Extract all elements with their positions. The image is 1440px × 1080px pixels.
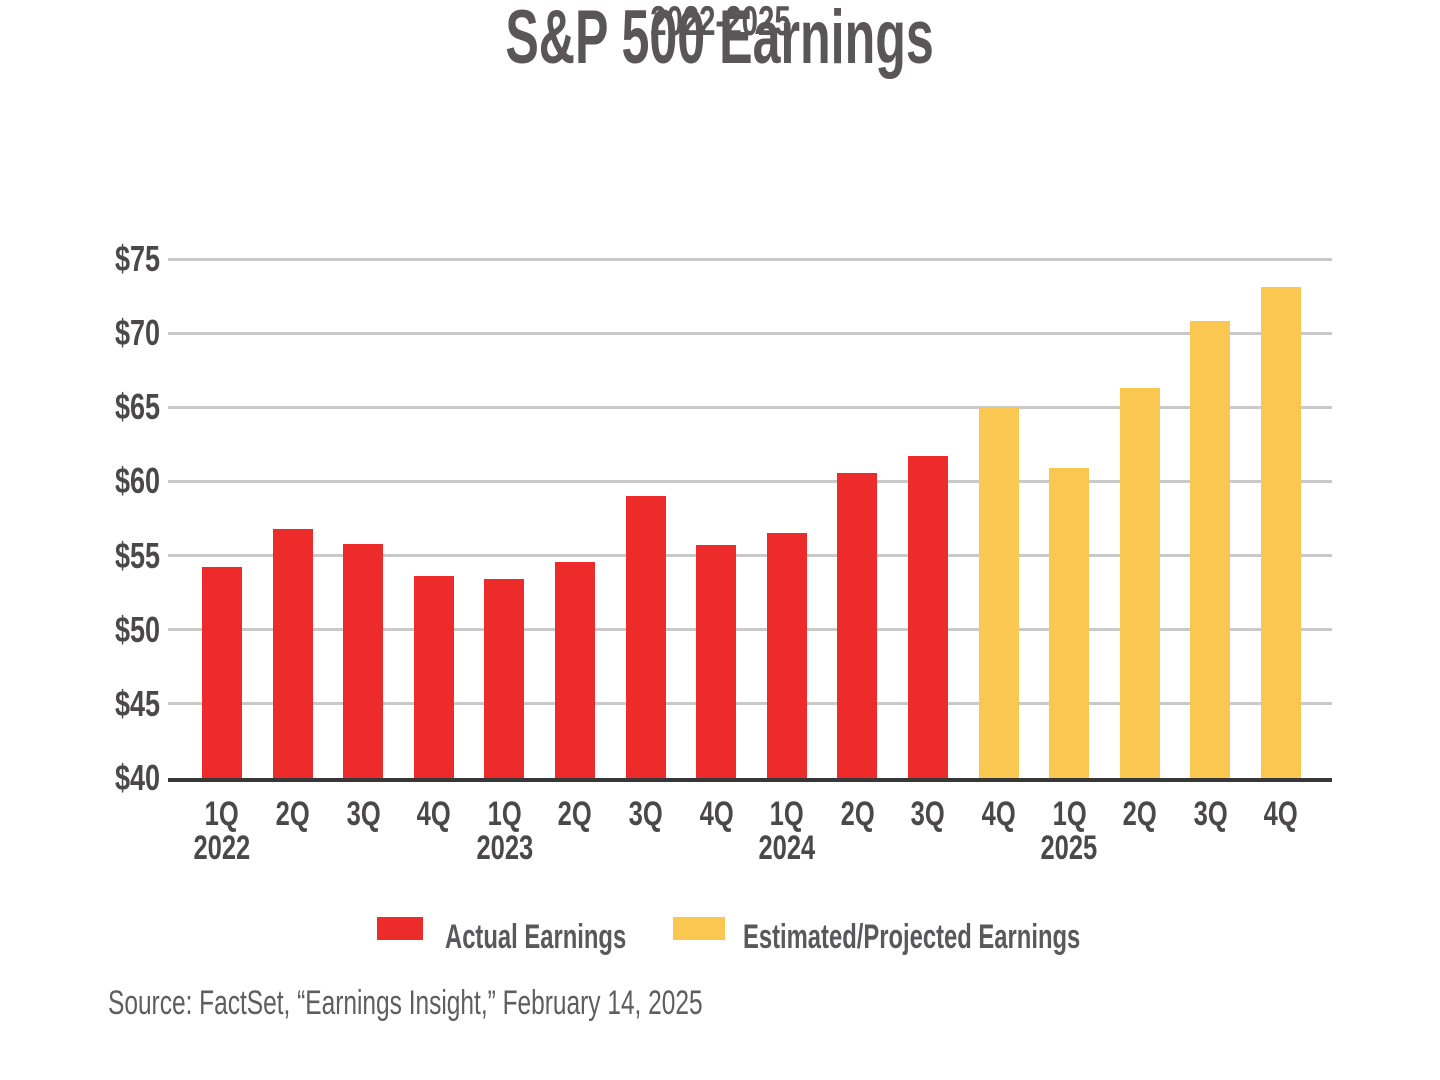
x-axis-label-text: 2Q	[275, 795, 310, 833]
x-axis-label-1q-2022: 1Q	[177, 797, 267, 831]
legend-label-actual: Actual Earnings	[445, 918, 627, 956]
y-axis-label-55: $55	[30, 535, 160, 577]
y-axis-label-text: $60	[114, 460, 160, 502]
x-axis-label-4q-2024: 4Q	[954, 797, 1044, 831]
bar-4q-2024	[978, 407, 1019, 778]
bar-2q-2025	[1119, 388, 1160, 778]
y-axis-label-text: $75	[114, 238, 160, 279]
chart-subtitle-text: 2022-2025	[649, 0, 791, 44]
x-axis-label-3q-2024: 3Q	[883, 797, 973, 831]
x-axis-label-text: 2Q	[557, 795, 593, 833]
legend-label-estimated: Estimated/Projected Earnings	[743, 918, 1081, 956]
bar-4q-2022	[413, 576, 454, 778]
year-label-text: 2025	[1040, 829, 1098, 867]
year-label-text: 2023	[476, 829, 533, 867]
x-axis-label-3q-2023: 3Q	[601, 797, 691, 831]
gridline-60	[168, 479, 1332, 483]
gridline-75	[168, 257, 1332, 261]
y-axis-label-75: $75	[30, 238, 160, 280]
gridline-45	[168, 702, 1332, 706]
bar-2q-2023	[555, 561, 595, 778]
x-axis-label-1q-2024: 1Q	[742, 797, 832, 831]
bar-3q-2022	[343, 543, 384, 778]
y-axis-label-60: $60	[30, 460, 160, 502]
bar-4q-2023	[696, 545, 737, 778]
bar-2q-2024	[837, 472, 878, 778]
year-label-2024: 2024	[742, 831, 832, 865]
x-axis-label-text: 2Q	[840, 795, 875, 833]
bar-1q-2024	[766, 533, 807, 778]
year-label-2022: 2022	[177, 831, 267, 865]
bar-1q-2023	[484, 579, 525, 778]
gridline-50	[168, 628, 1332, 632]
x-axis-label-text: 3Q	[1193, 795, 1228, 833]
x-axis-label-text: 4Q	[981, 795, 1016, 833]
gridline-55	[168, 554, 1332, 558]
x-axis-label-1q-2025: 1Q	[1024, 797, 1114, 831]
bar-3q-2025	[1190, 321, 1231, 778]
x-axis-label-4q-2025: 4Q	[1236, 797, 1326, 831]
y-axis-label-text: $40	[114, 757, 160, 798]
bar-1q-2022	[202, 567, 242, 778]
x-axis-label-text: 1Q	[204, 795, 240, 833]
chart-title-text: S&P 500 Earnings	[505, 0, 935, 80]
year-label-2025: 2025	[1024, 831, 1114, 865]
x-axis-label-4q-2022: 4Q	[389, 797, 479, 831]
x-axis-label-3q-2025: 3Q	[1165, 797, 1255, 831]
bar-2q-2022	[272, 528, 313, 778]
year-label-2023: 2023	[459, 831, 549, 865]
gridline-70	[168, 331, 1332, 335]
source-note-text: Source: FactSet, “Earnings Insight,” Feb…	[108, 984, 703, 1022]
source-note: Source: FactSet, “Earnings Insight,” Feb…	[108, 984, 934, 1022]
x-axis-label-text: 3Q	[346, 795, 381, 833]
x-axis-label-text: 3Q	[910, 795, 946, 833]
bar-3q-2024	[908, 456, 948, 778]
x-axis-label-text: 4Q	[699, 795, 734, 833]
y-axis-label-40: $40	[30, 757, 160, 799]
x-axis-label-text: 2Q	[1122, 795, 1157, 833]
bar-1q-2025	[1049, 468, 1090, 778]
y-axis-label-65: $65	[30, 386, 160, 428]
y-axis-label-text: $65	[114, 386, 160, 428]
x-axis-label-text: 1Q	[487, 795, 522, 833]
legend-swatch-estimated	[673, 917, 725, 940]
plot-area	[168, 257, 1332, 782]
bar-3q-2023	[625, 496, 666, 778]
x-axis-label-text: 1Q	[769, 795, 804, 833]
year-label-text: 2024	[758, 829, 816, 867]
x-axis-label-4q-2023: 4Q	[671, 797, 761, 831]
x-axis-label-text: 3Q	[628, 795, 663, 833]
x-axis-label-3q-2022: 3Q	[318, 797, 408, 831]
x-axis-label-2q-2023: 2Q	[530, 797, 620, 831]
gridline-65	[168, 405, 1332, 409]
y-axis-label-text: $55	[114, 534, 160, 576]
chart-subtitle: 2022-2025	[0, 0, 1440, 42]
y-axis-label-text: $50	[114, 608, 160, 650]
y-axis-label-50: $50	[30, 609, 160, 651]
x-axis-label-text: 4Q	[1263, 795, 1299, 833]
x-axis-label-text: 4Q	[416, 795, 451, 833]
x-axis-label-1q-2023: 1Q	[459, 797, 549, 831]
y-axis-label-70: $70	[30, 312, 160, 354]
year-label-text: 2022	[193, 829, 251, 867]
x-axis-label-2q-2022: 2Q	[248, 797, 338, 831]
x-axis-label-2q-2024: 2Q	[812, 797, 902, 831]
gridline-40	[168, 778, 1332, 782]
y-axis-label-text: $45	[114, 682, 160, 724]
legend-swatch-actual	[377, 917, 423, 940]
bar-4q-2025	[1261, 287, 1301, 778]
x-axis-label-text: 1Q	[1052, 795, 1087, 833]
chart-title: S&P 500 Earnings	[0, 0, 1440, 76]
y-axis-label-text: $70	[114, 312, 160, 354]
x-axis-label-2q-2025: 2Q	[1095, 797, 1185, 831]
y-axis-label-45: $45	[30, 683, 160, 725]
